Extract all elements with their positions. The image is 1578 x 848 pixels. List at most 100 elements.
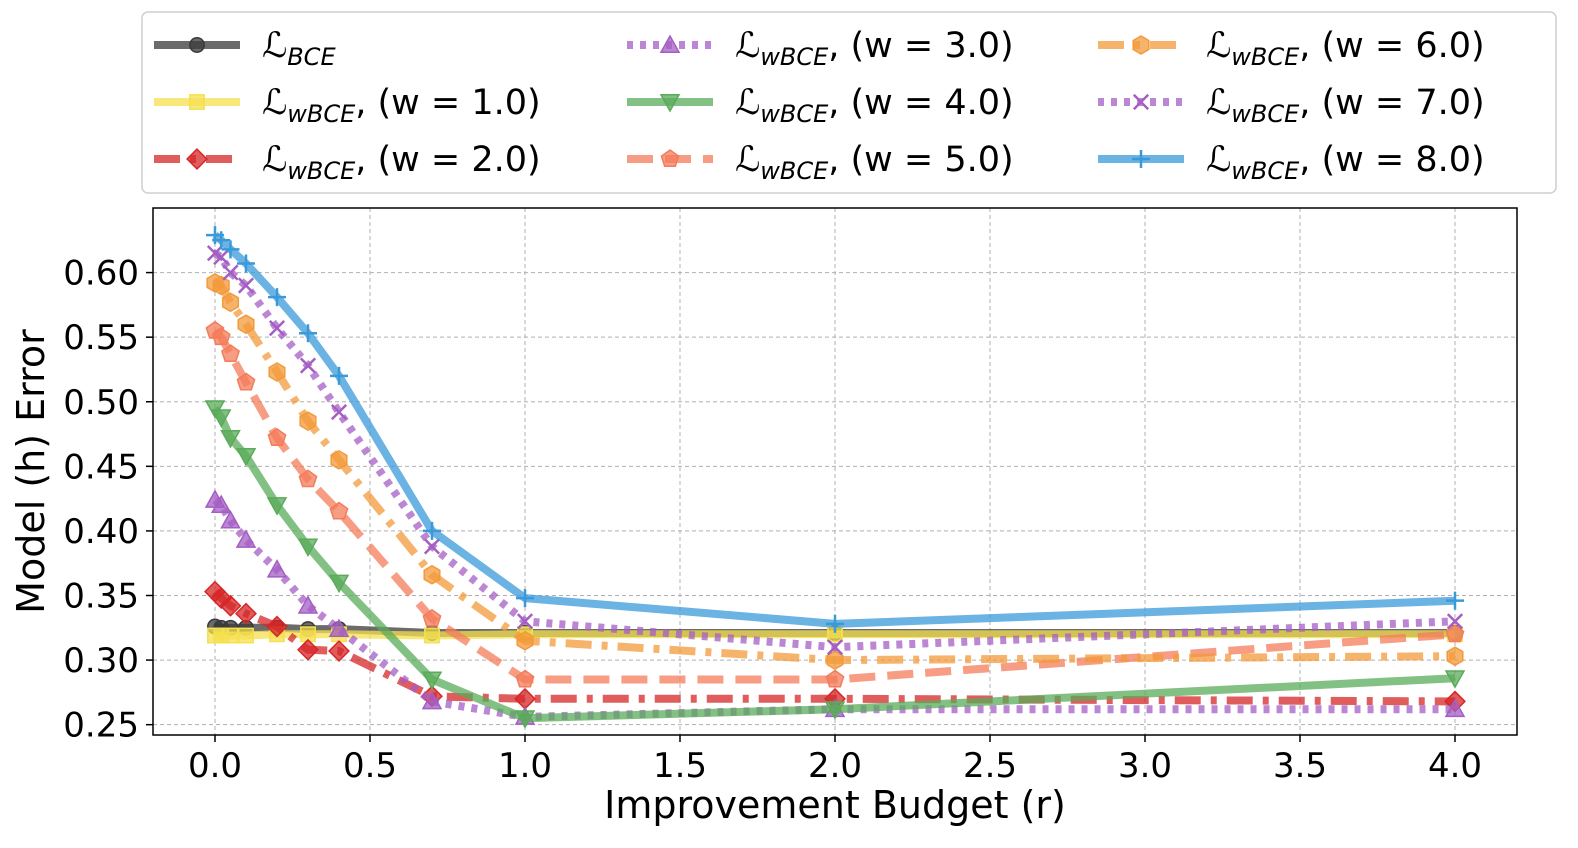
data-point-hexagon: [330, 450, 348, 470]
legend-label: ℒwBCE, (w = 6.0): [1206, 26, 1485, 71]
data-point-triangle-up: [266, 559, 288, 578]
data-point-x: [213, 248, 230, 266]
data-point-triangle-down: [421, 671, 443, 691]
data-point-diamond: [328, 640, 350, 663]
x-axis-label: Improvement Budget (r): [604, 783, 1066, 827]
data-point-diamond: [186, 148, 208, 170]
data-point-triangle-down: [659, 94, 681, 113]
x-tick-label: 1.0: [498, 746, 552, 786]
x-tick-label: 3.5: [1273, 746, 1327, 786]
data-point-hexagon: [423, 564, 441, 585]
data-point-triangle-down: [824, 701, 846, 720]
data-point-triangle-down: [235, 448, 257, 467]
data-point-pentagon: [422, 608, 442, 627]
x-tick-label: 1.5: [653, 746, 707, 786]
data-point-pentagon: [211, 327, 231, 346]
data-point-triangle-down: [297, 538, 319, 557]
data-point-x: [222, 264, 239, 281]
data-point-pentagon: [236, 372, 256, 391]
data-point-x: [237, 277, 255, 294]
data-point-diamond: [219, 594, 242, 617]
data-point-hexagon: [1446, 646, 1464, 667]
legend-item: ℒwBCE, (w = 7.0): [1098, 83, 1485, 128]
data-point-circle: [189, 37, 205, 53]
legend-label: ℒwBCE, (w = 8.0): [1206, 140, 1485, 185]
data-point-plus: [299, 324, 317, 343]
data-point-triangle-up: [220, 510, 241, 529]
data-point-triangle-down: [1444, 670, 1466, 689]
series-8: [206, 226, 1464, 633]
data-point-hexagon: [237, 314, 255, 335]
data-point-diamond: [235, 602, 257, 625]
data-point-square: [238, 627, 254, 644]
y-tick-label: 0.45: [63, 447, 139, 487]
legend-label: ℒwBCE, (w = 4.0): [735, 83, 1014, 128]
data-point-hexagon: [826, 650, 844, 670]
legend-item: ℒwBCE, (w = 2.0): [154, 140, 541, 185]
legend-item: ℒwBCE, (w = 4.0): [627, 83, 1014, 128]
data-point-plus: [221, 240, 240, 259]
legend-item: ℒBCE: [154, 26, 336, 71]
y-tick-label: 0.35: [63, 577, 139, 617]
series-6: [206, 273, 1464, 670]
y-axis-label: Model (h) Error: [9, 329, 53, 614]
data-point-plus: [1446, 591, 1464, 610]
series-5: [205, 320, 1465, 688]
legend: ℒBCE ℒwBCE, (w = 1.0) ℒwBCE, (w = 2.0) ℒwBC…: [141, 11, 1557, 194]
x-tick-label: 4.0: [1428, 746, 1482, 786]
data-point-square: [222, 627, 239, 644]
legend-label: ℒwBCE, (w = 5.0): [735, 140, 1014, 185]
data-point-pentagon: [660, 149, 680, 168]
data-point-hexagon: [299, 411, 317, 431]
data-point-triangle-up: [421, 690, 443, 710]
data-point-x: [1132, 93, 1150, 111]
data-point-x: [826, 639, 844, 656]
data-point-triangle-up: [1444, 698, 1466, 718]
data-point-pentagon: [298, 469, 318, 488]
data-point-triangle-down: [514, 710, 536, 729]
x-axis: 0.0 0.5 1.0 1.5 2.0 2.5 3.0 3.5 4.0: [188, 735, 1482, 786]
x-tick-label: 2.5: [963, 746, 1017, 786]
series-7: [206, 245, 1464, 656]
data-point-plus: [268, 288, 286, 307]
legend-label: ℒBCE: [262, 26, 336, 71]
data-point-pentagon: [515, 669, 535, 688]
legend-item: ℒwBCE, (w = 6.0): [1098, 26, 1485, 71]
y-tick-label: 0.40: [63, 512, 139, 552]
data-point-plus: [516, 589, 534, 608]
series-4: [204, 400, 1466, 729]
data-point-triangle-up: [659, 34, 681, 53]
data-point-x: [299, 357, 317, 374]
data-point-x: [516, 613, 534, 630]
data-point-plus: [826, 614, 844, 633]
data-point-triangle-up: [210, 494, 232, 514]
x-tick-label: 0.0: [188, 746, 242, 786]
data-point-diamond: [514, 687, 536, 710]
y-tick-label: 0.25: [63, 706, 139, 746]
data-point-triangle-up: [235, 529, 257, 548]
data-point-diamond: [210, 587, 233, 610]
data-point-diamond: [266, 615, 288, 638]
data-point-x: [1446, 613, 1464, 630]
legend-label: ℒwBCE, (w = 2.0): [262, 140, 541, 185]
data-point-triangle-down: [266, 497, 288, 516]
legend-box: [141, 11, 1557, 194]
data-point-x: [330, 403, 348, 421]
data-point-hexagon: [516, 630, 534, 651]
data-point-pentagon: [1445, 624, 1465, 643]
grid: [153, 208, 1517, 735]
data-point-triangle-down: [328, 574, 350, 594]
data-point-triangle-down: [210, 409, 232, 428]
data-point-plus: [212, 231, 231, 250]
data-point-pentagon: [329, 501, 349, 520]
data-point-triangle-down: [220, 429, 241, 449]
data-point-triangle-up: [297, 595, 319, 614]
x-tick-label: 2.0: [808, 746, 862, 786]
x-tick-label: 0.5: [343, 746, 397, 786]
legend-item: ℒwBCE, (w = 5.0): [627, 140, 1014, 185]
data-point-plus: [237, 254, 255, 273]
data-point-square: [189, 94, 205, 110]
data-point-triangle-up: [328, 618, 350, 638]
data-point-plus: [423, 521, 441, 540]
